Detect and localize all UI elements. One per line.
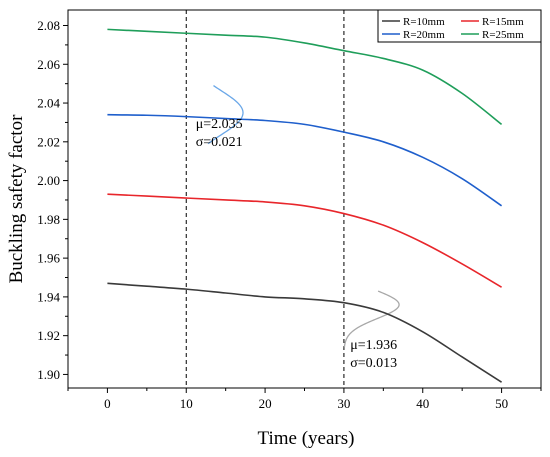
annotation-text: σ=0.013 — [350, 356, 397, 371]
series-line-r-10mm — [107, 282, 503, 383]
legend-label: R=15mm — [482, 16, 524, 28]
series-line-r-15mm — [107, 193, 502, 288]
y-tick-label: 2.06 — [37, 57, 60, 72]
series-line-r-20mm — [107, 113, 503, 207]
legend-label: R=20mm — [403, 29, 445, 41]
plot-frame — [67, 9, 542, 389]
annotation-text: μ=2.035 — [196, 117, 243, 132]
distribution-curve — [343, 290, 400, 348]
legend-label: R=10mm — [403, 16, 445, 28]
distribution-curves — [207, 85, 400, 348]
annotation-text: σ=0.021 — [196, 135, 243, 150]
x-tick-label: 30 — [337, 396, 350, 411]
y-tick-label: 1.94 — [37, 289, 60, 304]
reference-lines — [185, 10, 345, 388]
y-axis-title: Buckling safety factor — [6, 114, 27, 284]
x-tick-label: 50 — [495, 396, 508, 411]
y-tick-label: 2.00 — [37, 173, 60, 188]
x-tick-label: 10 — [180, 396, 193, 411]
x-tick-label: 20 — [259, 396, 272, 411]
distribution-curve — [207, 85, 244, 145]
y-tick-label: 1.98 — [37, 212, 60, 227]
legend: R=10mm R=15mm R=20mm R=25mm — [377, 9, 542, 43]
legend-label: R=25mm — [482, 29, 524, 41]
annotation-text: μ=1.936 — [350, 338, 397, 353]
y-tick-label: 1.90 — [37, 367, 60, 382]
annotations: μ=2.035 σ=0.021 μ=1.936 σ=0.013 — [196, 117, 397, 371]
y-tick-label: 1.96 — [37, 251, 60, 266]
x-tick-label: 40 — [416, 396, 429, 411]
y-tick-label: 1.92 — [37, 328, 60, 343]
x-axis-title: Time (years) — [258, 428, 355, 449]
x-axis: 0 10 20 30 40 50 — [67, 388, 542, 411]
series-line-r-25mm — [107, 28, 503, 125]
legend-box — [377, 9, 542, 43]
y-tick-label: 2.02 — [37, 134, 60, 149]
y-axis: 1.90 1.92 1.94 1.96 1.98 2.00 2.02 2.04 2.06 2.08 — [37, 18, 68, 382]
series-group — [107, 28, 503, 383]
x-tick-label: 0 — [104, 396, 111, 411]
y-tick-label: 2.08 — [37, 18, 60, 33]
y-tick-label: 2.04 — [37, 96, 60, 111]
